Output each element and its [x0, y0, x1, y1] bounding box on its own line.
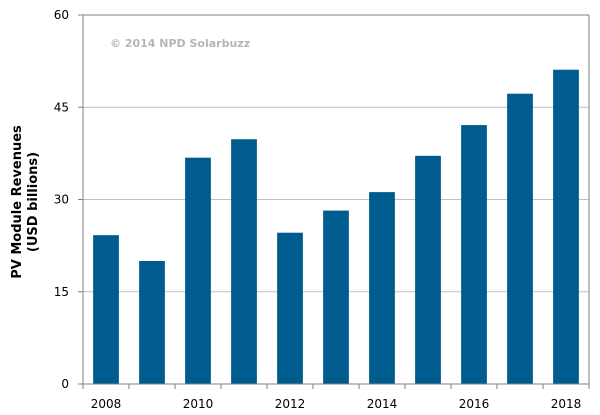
- x-tick-label-2008: 2008: [91, 397, 122, 411]
- x-tick-label-2014: 2014: [367, 397, 398, 411]
- bars: [93, 69, 579, 385]
- x-tick-label-2012: 2012: [275, 397, 306, 411]
- y-axis-label: PV Module Revenues (USD billions): [10, 125, 41, 279]
- bar-2018: [553, 69, 579, 385]
- y-tick-label-0: 0: [61, 377, 69, 391]
- bar-2013: [323, 210, 349, 384]
- bar-2015: [415, 155, 441, 384]
- y-tick-label-60: 60: [54, 8, 69, 22]
- y-axis-label-line-1: PV Module Revenues: [10, 125, 25, 279]
- x-tick-label-2018: 2018: [551, 397, 582, 411]
- x-tick-labels: 2008 2010 2012 2014 2016 2018: [91, 397, 582, 411]
- watermark: © 2014 NPD Solarbuzz: [110, 37, 250, 50]
- bar-2008: [93, 235, 119, 384]
- bar-2016: [461, 125, 487, 385]
- bar-2017: [507, 93, 533, 384]
- y-tick-label-45: 45: [54, 100, 69, 114]
- bar-2014: [369, 192, 395, 384]
- y-tick-labels: 0 15 30 45 60: [54, 8, 83, 391]
- bar-2010: [185, 157, 211, 384]
- bar-2012: [277, 232, 303, 384]
- x-tick-label-2016: 2016: [459, 397, 490, 411]
- y-axis-label-line-2: (USD billions): [26, 152, 41, 252]
- y-tick-label-15: 15: [54, 285, 69, 299]
- bar-2011: [231, 139, 257, 384]
- bar-2009: [139, 261, 165, 384]
- x-tick-label-2010: 2010: [183, 397, 214, 411]
- y-tick-label-30: 30: [54, 193, 69, 207]
